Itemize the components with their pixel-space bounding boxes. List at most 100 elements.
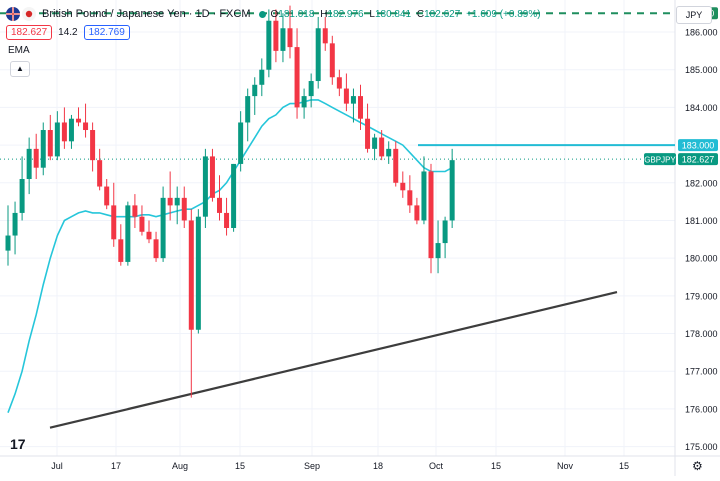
buy-button[interactable]: 182.769 xyxy=(83,25,130,40)
candle-body xyxy=(139,216,145,232)
candle-body xyxy=(343,88,349,104)
candle-body xyxy=(414,205,420,221)
gear-icon[interactable]: ⚙ xyxy=(692,459,703,473)
candle-body xyxy=(61,122,67,142)
y-tick-label: 182.000 xyxy=(685,178,718,188)
candle-body xyxy=(181,197,187,221)
candle-body xyxy=(273,20,279,51)
candle-body xyxy=(19,179,25,213)
candle-body xyxy=(372,137,378,149)
candle-body xyxy=(12,212,18,236)
candle-body xyxy=(54,122,60,157)
ema-line xyxy=(7,99,453,413)
sell-button[interactable]: 182.627 xyxy=(6,25,53,40)
candle-body xyxy=(153,239,159,259)
candle-body xyxy=(224,212,230,228)
candle-body xyxy=(315,28,321,82)
candle-body xyxy=(209,156,215,198)
candle-body xyxy=(5,235,11,251)
symbol-header: British Pound / Japanese Yen · 1D · FXCM… xyxy=(6,5,544,23)
chevron-up-icon[interactable]: ▲ xyxy=(10,61,30,77)
candle-body xyxy=(160,197,166,259)
symbol-label: GBPJPY xyxy=(644,156,676,165)
candle-body xyxy=(68,118,74,142)
candle-body xyxy=(301,96,307,108)
y-tick-label: 175.000 xyxy=(685,442,718,452)
resistance-level-badge: 183.000 xyxy=(682,141,715,151)
candle-body xyxy=(231,163,237,228)
y-tick-label: 186.000 xyxy=(685,28,718,38)
candle-body xyxy=(146,231,152,240)
candle-body xyxy=(83,122,89,131)
symbol-title[interactable]: British Pound / Japanese Yen · 1D · FXCM xyxy=(42,8,251,20)
x-tick-label: 18 xyxy=(373,461,383,471)
candle-body xyxy=(33,148,39,168)
candle-body xyxy=(76,118,81,123)
x-tick-label: 15 xyxy=(235,461,245,471)
market-status-dot xyxy=(258,10,266,18)
jpy-flag-icon xyxy=(22,7,36,21)
gbp-flag-icon xyxy=(6,7,20,21)
x-tick-label: Aug xyxy=(172,461,188,471)
ema-indicator-label[interactable]: EMA xyxy=(8,45,30,56)
candle-body xyxy=(294,47,300,108)
candle-body xyxy=(195,216,201,330)
last-price-badge-bg xyxy=(678,153,718,166)
y-tick-label: 181.000 xyxy=(685,216,718,226)
x-tick-label: Sep xyxy=(304,461,320,471)
candle-body xyxy=(238,122,244,164)
x-tick-label: 17 xyxy=(111,461,121,471)
candle-body xyxy=(400,182,406,191)
symbol-label-bg xyxy=(644,153,676,166)
candle-body xyxy=(111,205,117,240)
candle-body xyxy=(428,171,434,259)
candle-body xyxy=(386,148,392,157)
candle-body xyxy=(442,220,448,244)
currency-selector[interactable]: JPY xyxy=(676,6,712,24)
candle-body xyxy=(435,243,441,259)
candle-body xyxy=(336,77,342,89)
candle-body xyxy=(97,160,103,187)
candle-body xyxy=(280,28,286,51)
candle-body xyxy=(407,190,413,206)
candle-body xyxy=(266,20,272,70)
candle-body xyxy=(358,96,363,119)
candle-body xyxy=(449,160,455,221)
y-tick-label: 176.000 xyxy=(685,404,718,414)
x-tick-label: Jul xyxy=(51,461,63,471)
candle-body xyxy=(245,96,251,123)
candle-body xyxy=(252,84,258,97)
candle-body xyxy=(188,220,194,330)
tradingview-logo-icon[interactable]: 17 xyxy=(10,436,26,452)
spread-value: 14.2 xyxy=(58,27,78,38)
candle-body xyxy=(329,43,335,78)
candle-body xyxy=(167,197,173,206)
candle-body xyxy=(287,28,293,48)
candle-body xyxy=(40,130,46,168)
candle-body xyxy=(308,81,314,97)
candle-body xyxy=(125,205,131,262)
y-tick-label: 178.000 xyxy=(685,329,718,339)
x-tick-label: Nov xyxy=(557,461,574,471)
x-tick-label: 15 xyxy=(619,461,629,471)
candle-body xyxy=(350,96,356,104)
y-tick-label: 185.000 xyxy=(685,65,718,75)
candle-body xyxy=(259,69,265,85)
candle-body xyxy=(393,148,399,183)
candle-body xyxy=(47,130,53,157)
ohlc-values: O181.018 H182.976 L180.841 C182.627 +1.6… xyxy=(270,8,541,20)
candle-body xyxy=(104,186,110,206)
x-tick-label: 15 xyxy=(491,461,501,471)
candle-body xyxy=(174,197,180,206)
y-tick-label: 179.000 xyxy=(685,291,718,301)
candle-body xyxy=(90,130,96,161)
candle-body xyxy=(217,197,222,213)
candle-body xyxy=(379,137,385,157)
y-tick-label: 180.000 xyxy=(685,254,718,264)
y-tick-label: 177.000 xyxy=(685,367,718,377)
y-tick-label: 184.000 xyxy=(685,103,718,113)
candle-body xyxy=(118,239,124,262)
candle-body xyxy=(202,156,208,217)
